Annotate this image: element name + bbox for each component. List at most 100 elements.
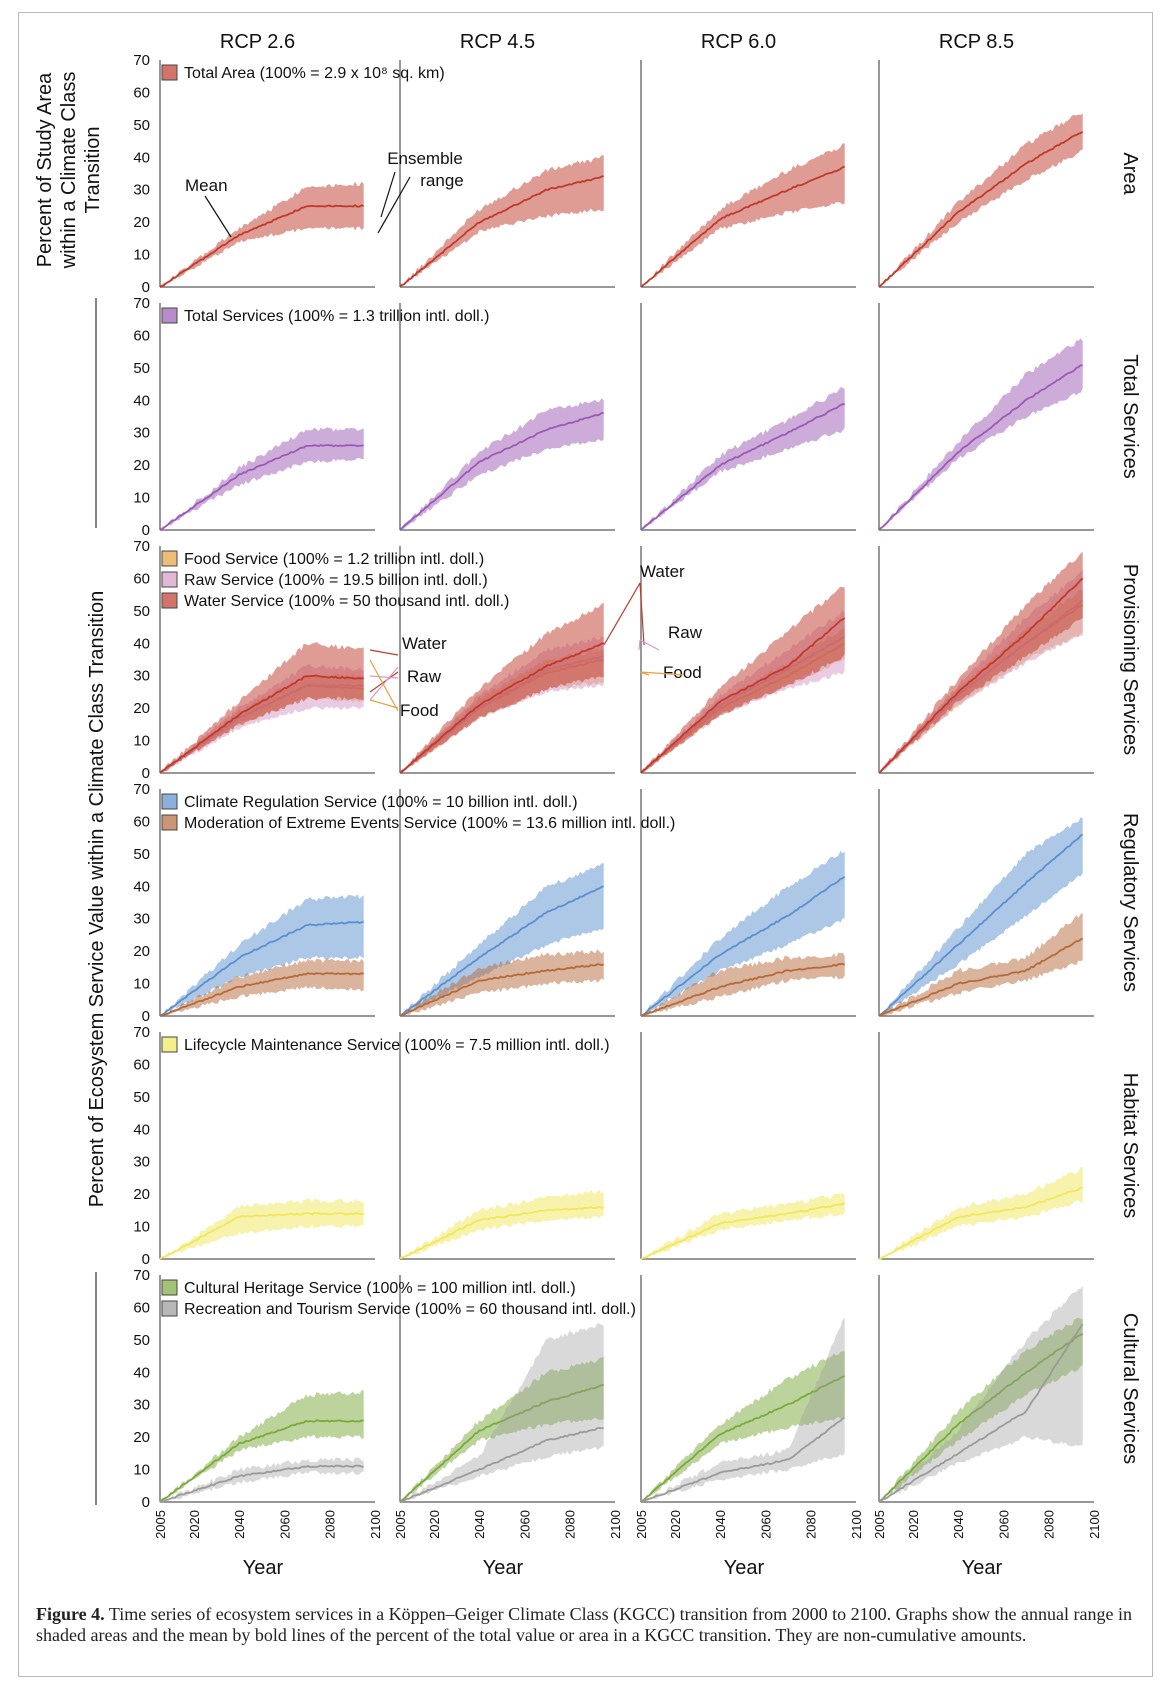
mean-line-climate — [399, 885, 604, 1017]
y-tick-label: 20 — [133, 700, 150, 717]
mean-line-extreme — [640, 962, 846, 1017]
y-tick-label: 40 — [133, 149, 150, 166]
y-tick-label: 40 — [133, 1364, 150, 1381]
x-axis-title: Year — [724, 1557, 765, 1579]
y-tick-label: 20 — [133, 943, 150, 960]
ensemble-range-lifecycle — [641, 1192, 845, 1259]
y-tick-label: 50 — [133, 603, 150, 620]
x-axis-title: Year — [243, 1557, 284, 1579]
mean-line-climate — [159, 920, 364, 1017]
ensemble-range-recreation — [879, 1286, 1083, 1502]
mean-line-water — [878, 577, 1084, 774]
x-tick-label: 2100 — [1087, 1510, 1102, 1539]
y-tick-label: 0 — [142, 765, 150, 782]
y-tick-label: 0 — [142, 279, 150, 296]
ensemble-range-cultural — [160, 1390, 364, 1502]
y-tick-label: 0 — [142, 1008, 150, 1025]
y-tick-label: 20 — [133, 1429, 150, 1446]
caption-label: Figure 4. — [36, 1604, 105, 1624]
annotation-mean-leader — [204, 195, 232, 238]
mean-line-climate — [878, 833, 1084, 1017]
row-title-3: Provisioning Services — [1119, 564, 1141, 755]
ensemble-range-extreme — [879, 912, 1083, 1016]
x-tick-label: 2080 — [1042, 1510, 1057, 1539]
legend-label-area: Total Area (100% = 2.9 x 10⁸ sq. km) — [184, 65, 445, 82]
y-tick-label: 50 — [133, 1332, 150, 1349]
mean-line-lifecycle — [399, 1205, 604, 1260]
mean-line-extreme — [878, 937, 1084, 1017]
annotation-ensemble-leader-1 — [380, 171, 396, 218]
x-tick-label: 2005 — [872, 1510, 887, 1539]
y-axis-title-services: Percent of Ecosystem Service Value withi… — [86, 591, 108, 1208]
x-tick-label: 2020 — [906, 1510, 921, 1539]
y-tick-label: 0 — [142, 522, 150, 539]
x-tick-label: 2020 — [187, 1510, 202, 1539]
mean-line-cultural — [399, 1383, 604, 1503]
y-tick-label: 30 — [133, 182, 150, 199]
annotation-raw-2: Raw — [668, 623, 703, 642]
mean-line-lifecycle — [640, 1202, 845, 1260]
annotation-leader-b2 — [638, 639, 641, 651]
legend-label-cultural: Cultural Heritage Service (100% = 100 mi… — [184, 1280, 576, 1297]
annotation-leader-2 — [369, 666, 399, 701]
legend-swatch-total — [161, 307, 178, 324]
legend-label-climate: Climate Regulation Service (100% = 10 bi… — [184, 794, 578, 811]
ensemble-range-extreme — [400, 949, 604, 1016]
mean-line-extreme — [159, 972, 364, 1017]
legend-swatch-area — [161, 64, 178, 81]
figure-4-chart: RCP 2.6 RCP 4.5 RCP 6.0 RCP 8.5 0 10 20 30 40 50 6… — [34, 31, 1141, 1579]
x-tick-label: 2080 — [563, 1510, 578, 1539]
x-tick-label: 2040 — [713, 1510, 728, 1539]
y-tick-label: 0 — [142, 1251, 150, 1268]
legend-label-water: Water Service (100% = 50 thousand intl. … — [184, 593, 509, 610]
row-title-5: Habitat Services — [1119, 1073, 1141, 1219]
y-tick-label: 30 — [133, 425, 150, 442]
x-tick-label: 2005 — [393, 1510, 408, 1539]
x-tick-label: 2040 — [472, 1510, 487, 1539]
annotation-leader-3 — [369, 675, 399, 679]
legend-label-total: Total Services (100% = 1.3 trillion intl… — [184, 308, 489, 325]
y-tick-label: 40 — [133, 392, 150, 409]
y-tick-label: 30 — [133, 911, 150, 928]
y-tick-label: 20 — [133, 214, 150, 231]
ensemble-range-area — [879, 113, 1083, 288]
y-tick-label: 20 — [133, 457, 150, 474]
y-tick-label: 10 — [133, 247, 150, 264]
row-title-2: Total Services — [1119, 354, 1141, 479]
ensemble-range-recreation — [400, 1323, 604, 1502]
y-tick-label: 70 — [133, 781, 150, 798]
annotation-leader-b1 — [639, 582, 645, 646]
y-tick-label: 50 — [133, 1089, 150, 1106]
y-tick-label: 30 — [133, 668, 150, 685]
y-tick-label: 60 — [133, 1056, 150, 1073]
y-tick-label: 30 — [133, 1154, 150, 1171]
mean-line-climate — [640, 876, 846, 1017]
legend-label-lifecycle: Lifecycle Maintenance Service (100% = 7.… — [184, 1037, 610, 1054]
ensemble-range-lifecycle — [160, 1198, 364, 1259]
ensemble-range-lifecycle — [879, 1166, 1083, 1259]
annotation-food-1: Food — [400, 701, 439, 720]
annotation-leader-5 — [369, 699, 399, 709]
y-tick-label: 20 — [133, 1186, 150, 1203]
annotation-water-1: Water — [402, 634, 447, 653]
mean-line-water — [159, 674, 364, 774]
legend-label-food: Food Service (100% = 1.2 trillion intl. … — [184, 551, 484, 568]
annotation-ensemble-2: range — [420, 171, 463, 190]
ensemble-range-cultural — [879, 1317, 1083, 1502]
y-tick-label: 70 — [133, 1267, 150, 1284]
x-tick-label: 2080 — [323, 1510, 338, 1539]
y-tick-label: 60 — [133, 327, 150, 344]
mean-line-recreation — [399, 1427, 604, 1503]
x-tick-label: 2020 — [668, 1510, 683, 1539]
y-tick-label: 70 — [133, 538, 150, 555]
mean-line-total — [160, 444, 364, 531]
caption-text: Time series of ecosystem services in a K… — [36, 1604, 1133, 1645]
y-tick-label: 10 — [133, 733, 150, 750]
mean-line-water — [640, 617, 846, 774]
mean-line-area — [159, 204, 364, 288]
y-tick-label: 50 — [133, 360, 150, 377]
column-title-4: RCP 8.5 — [939, 31, 1014, 53]
x-axis-title: Year — [962, 1557, 1003, 1579]
ensemble-range-cultural — [641, 1350, 845, 1502]
ensemble-range-total — [160, 427, 364, 530]
